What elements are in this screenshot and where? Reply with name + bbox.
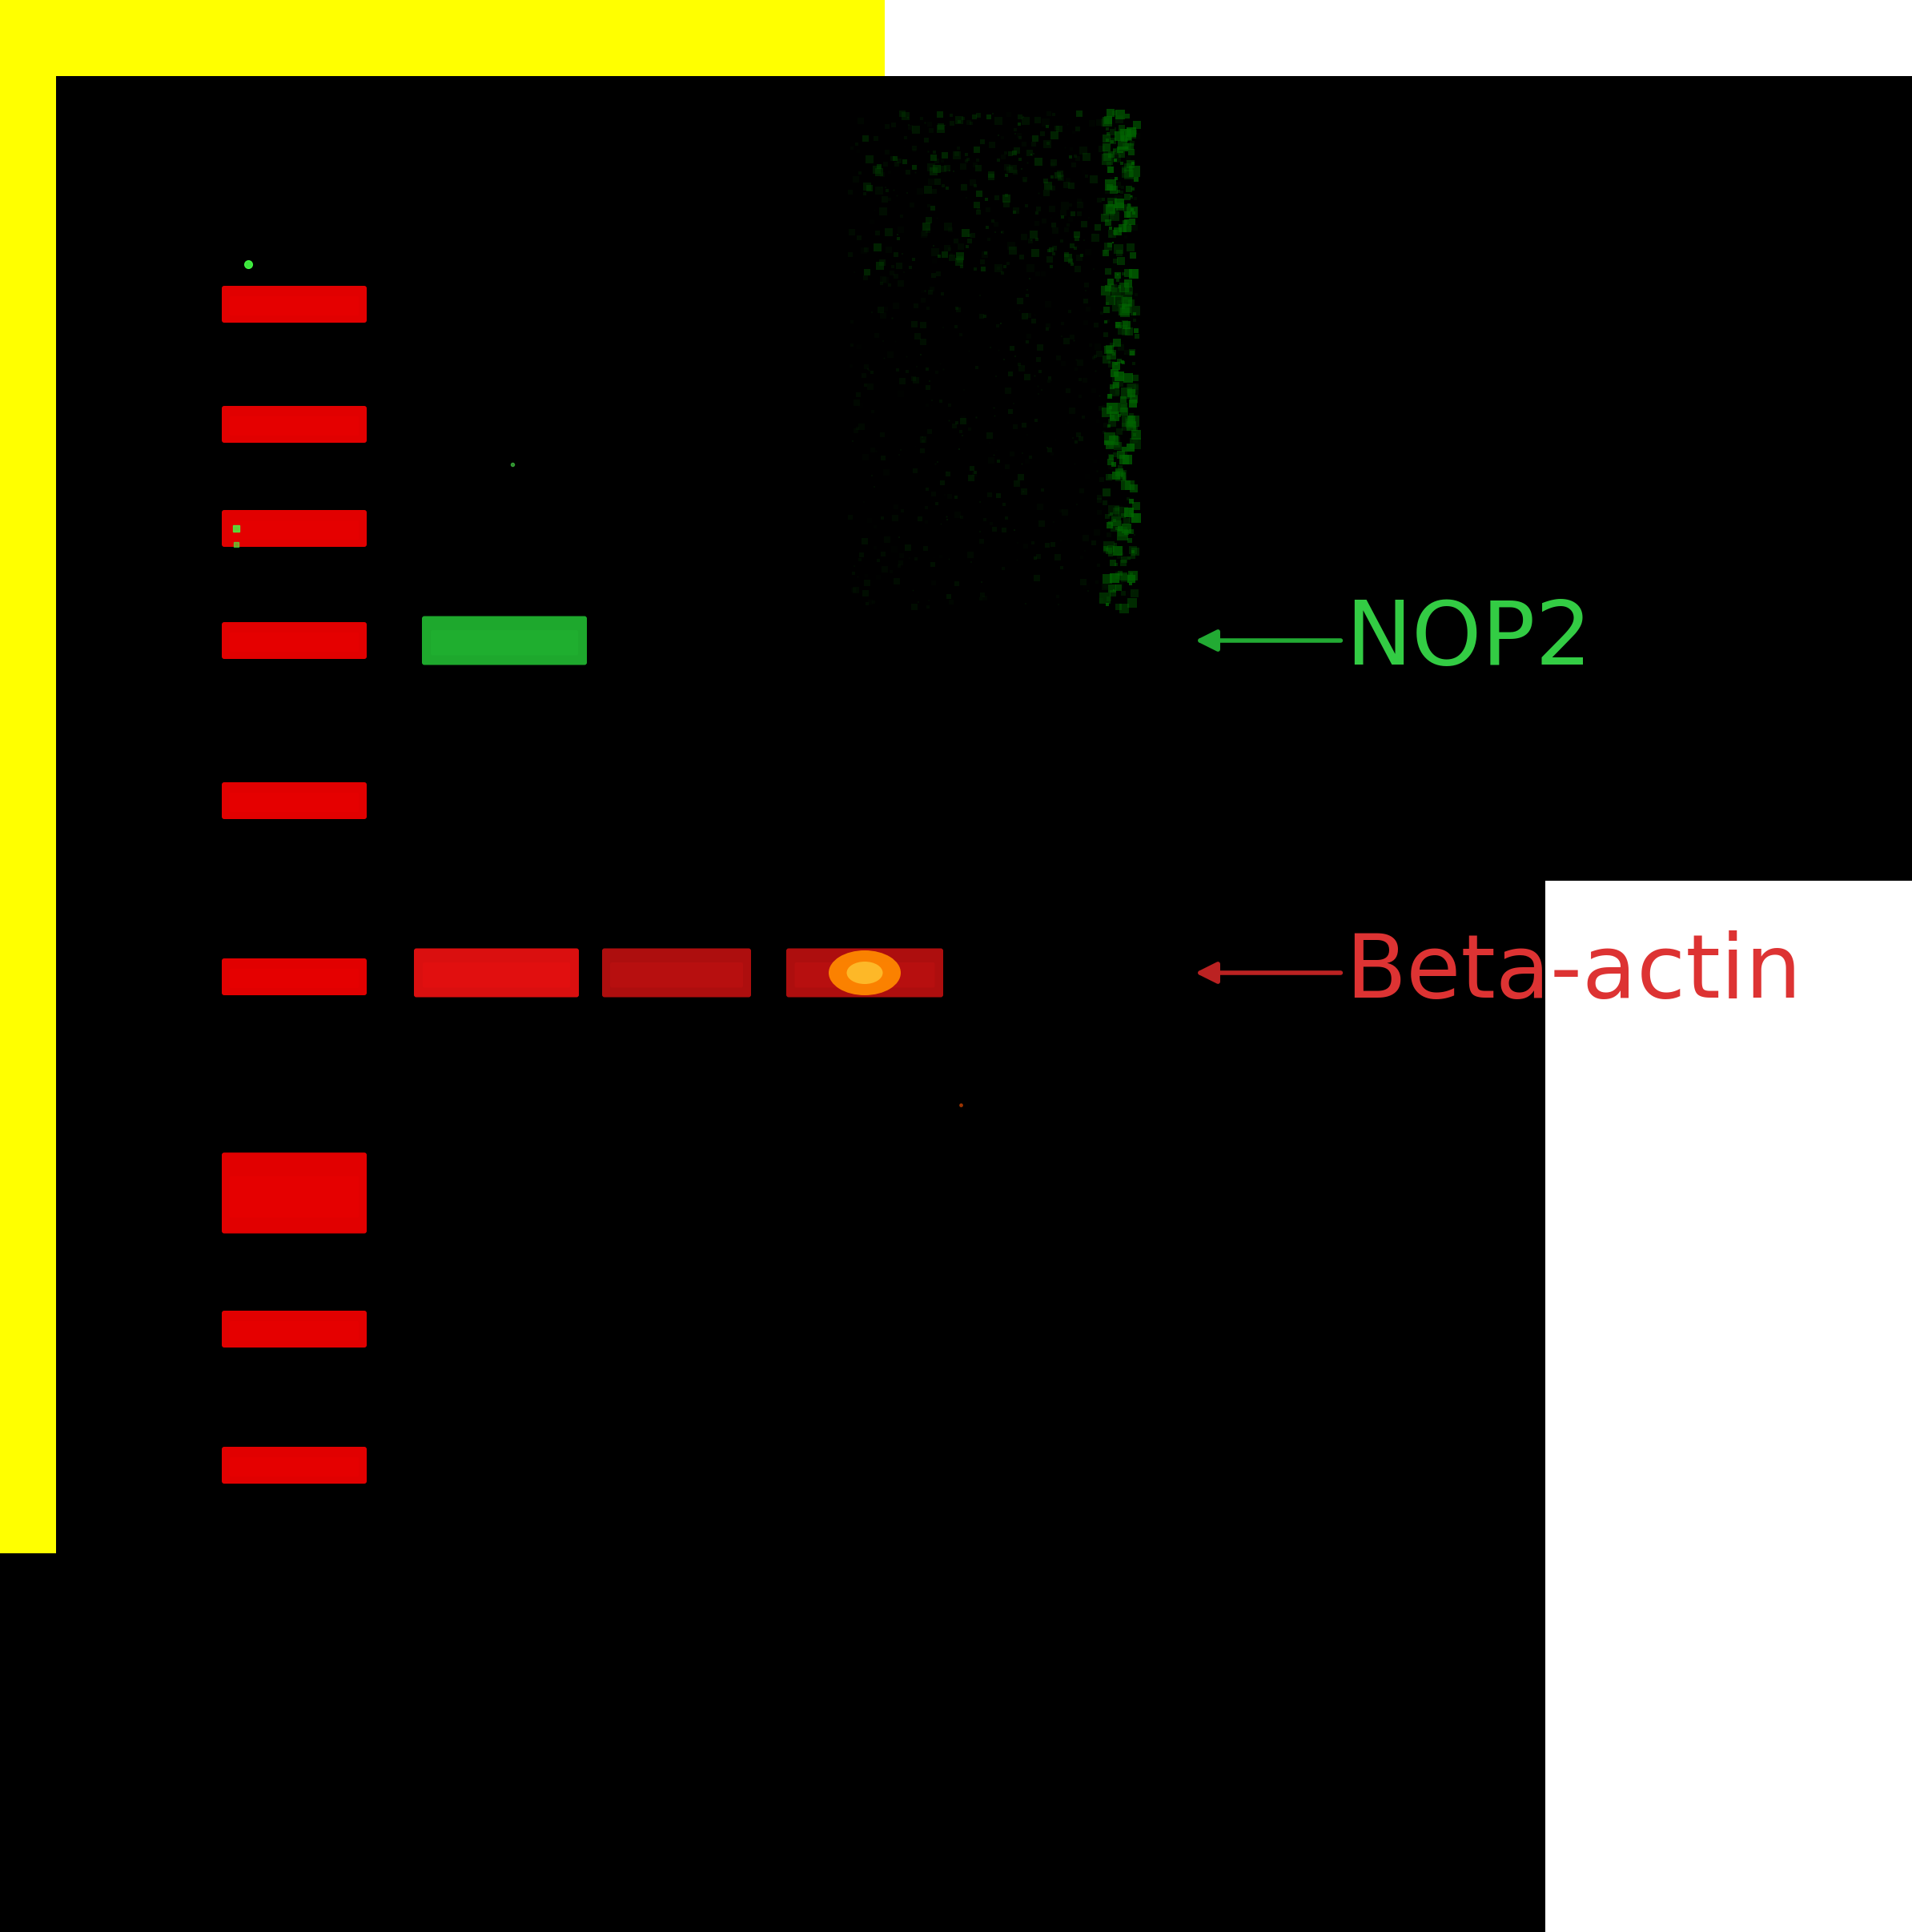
Bar bbox=[0, 0, 885, 75]
FancyBboxPatch shape bbox=[423, 962, 570, 987]
FancyBboxPatch shape bbox=[222, 1153, 367, 1233]
Ellipse shape bbox=[847, 962, 883, 983]
FancyBboxPatch shape bbox=[222, 958, 367, 995]
Bar bbox=[1545, 881, 1912, 1932]
Bar bbox=[0, 0, 55, 1553]
FancyBboxPatch shape bbox=[222, 782, 367, 819]
FancyBboxPatch shape bbox=[222, 286, 367, 323]
FancyBboxPatch shape bbox=[795, 962, 935, 987]
FancyBboxPatch shape bbox=[229, 792, 359, 811]
Text: Beta-actin: Beta-actin bbox=[1201, 929, 1801, 1016]
FancyBboxPatch shape bbox=[229, 1457, 359, 1476]
FancyBboxPatch shape bbox=[430, 630, 577, 655]
FancyBboxPatch shape bbox=[229, 968, 359, 987]
FancyBboxPatch shape bbox=[229, 1321, 359, 1341]
Bar bbox=[885, 0, 1912, 75]
Text: NOP2: NOP2 bbox=[1201, 597, 1593, 684]
FancyBboxPatch shape bbox=[423, 616, 587, 665]
FancyBboxPatch shape bbox=[229, 296, 359, 315]
FancyBboxPatch shape bbox=[602, 949, 751, 997]
Ellipse shape bbox=[828, 951, 901, 995]
FancyBboxPatch shape bbox=[229, 1177, 359, 1217]
FancyBboxPatch shape bbox=[222, 510, 367, 547]
FancyBboxPatch shape bbox=[222, 1310, 367, 1347]
FancyBboxPatch shape bbox=[610, 962, 744, 987]
FancyBboxPatch shape bbox=[222, 406, 367, 442]
FancyBboxPatch shape bbox=[229, 415, 359, 435]
FancyBboxPatch shape bbox=[413, 949, 579, 997]
FancyBboxPatch shape bbox=[786, 949, 943, 997]
Bar bbox=[885, 0, 1912, 75]
FancyBboxPatch shape bbox=[222, 1447, 367, 1484]
FancyBboxPatch shape bbox=[229, 520, 359, 539]
Bar bbox=[1545, 881, 1912, 1932]
FancyBboxPatch shape bbox=[229, 632, 359, 651]
FancyBboxPatch shape bbox=[222, 622, 367, 659]
